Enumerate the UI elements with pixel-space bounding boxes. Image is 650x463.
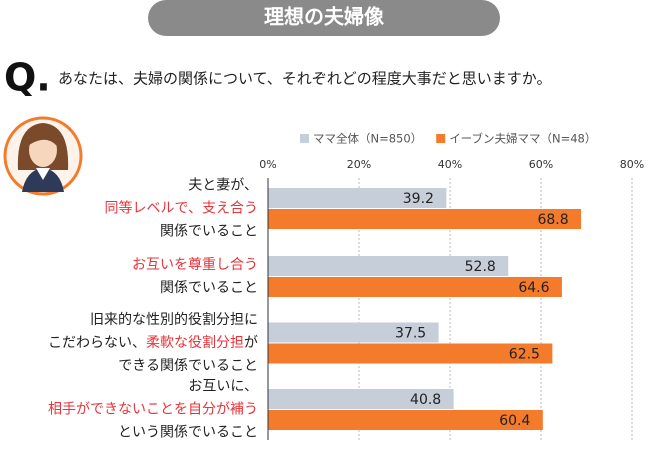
avatar xyxy=(3,116,83,196)
category-label-run: こだわらない、 xyxy=(48,335,146,351)
category-label: お互いに、 xyxy=(188,379,258,395)
category-label-run: 旧来的な性別的役割分担に xyxy=(90,311,258,328)
category-label: 旧来的な性別的役割分担に xyxy=(90,311,258,328)
category-label-run: 関係でいること xyxy=(160,280,258,296)
category-label-run: お互いを尊重し合う xyxy=(132,256,258,273)
bar xyxy=(268,389,454,409)
bar xyxy=(268,277,562,297)
category-label-run: 関係でいること xyxy=(160,224,258,240)
title-pill xyxy=(148,0,500,36)
value-label: 64.6 xyxy=(518,280,549,296)
chart-title: 理想の夫婦像 xyxy=(264,5,385,29)
question: あなたは、夫婦の関係について、それぞれどの程度大事だと思いますか。 xyxy=(58,70,552,88)
category-label: できる関係でいること xyxy=(118,358,258,374)
category-label-run: という関係でいること xyxy=(118,425,258,441)
bar xyxy=(268,322,439,343)
x-tick-label: 60% xyxy=(529,158,553,171)
category-label: 相手ができないことを自分が補う xyxy=(48,402,258,418)
category-label-run: 相手ができないことを自分が補う xyxy=(48,402,258,418)
value-label: 39.2 xyxy=(403,191,434,207)
category-label: 関係でいること xyxy=(160,224,258,240)
legend-label: ママ全体（N=850） xyxy=(313,132,422,146)
bar xyxy=(268,410,543,430)
x-tick-label: 0% xyxy=(259,158,276,171)
x-tick-label: 20% xyxy=(347,158,371,171)
bar xyxy=(268,188,447,208)
value-label: 60.4 xyxy=(499,413,530,429)
x-tick-label: 40% xyxy=(438,158,462,171)
value-label: 40.8 xyxy=(410,392,441,408)
legend-label: イーブン夫婦ママ（N=48） xyxy=(449,132,596,146)
legend-swatch xyxy=(300,134,309,143)
value-label: 37.5 xyxy=(395,326,426,342)
category-label: という関係でいること xyxy=(118,425,258,441)
bar xyxy=(268,343,553,364)
category-label-run: 夫と妻が、 xyxy=(188,178,258,194)
category-label-run: 柔軟な役割分担 xyxy=(146,334,244,351)
legend-swatch xyxy=(436,134,446,143)
category-label: 夫と妻が、 xyxy=(188,178,258,194)
category-label: お互いを尊重し合う xyxy=(132,256,258,273)
question-label: Q. xyxy=(4,56,51,100)
category-label: こだわらない、柔軟な役割分担が xyxy=(48,334,258,351)
bar xyxy=(268,209,582,229)
category-label: 関係でいること xyxy=(160,280,258,296)
category-label-run: お互いに、 xyxy=(188,379,258,395)
category-label-run: 同等レベルで、支え合う xyxy=(105,200,258,217)
value-label: 68.8 xyxy=(537,212,568,228)
category-label: 同等レベルで、支え合う xyxy=(105,200,258,217)
x-tick-label: 80% xyxy=(620,158,644,171)
value-label: 52.8 xyxy=(465,259,496,275)
category-label-run: が xyxy=(244,335,258,351)
value-label: 62.5 xyxy=(509,347,540,363)
bar xyxy=(268,256,509,276)
category-label-run: できる関係でいること xyxy=(118,358,258,374)
